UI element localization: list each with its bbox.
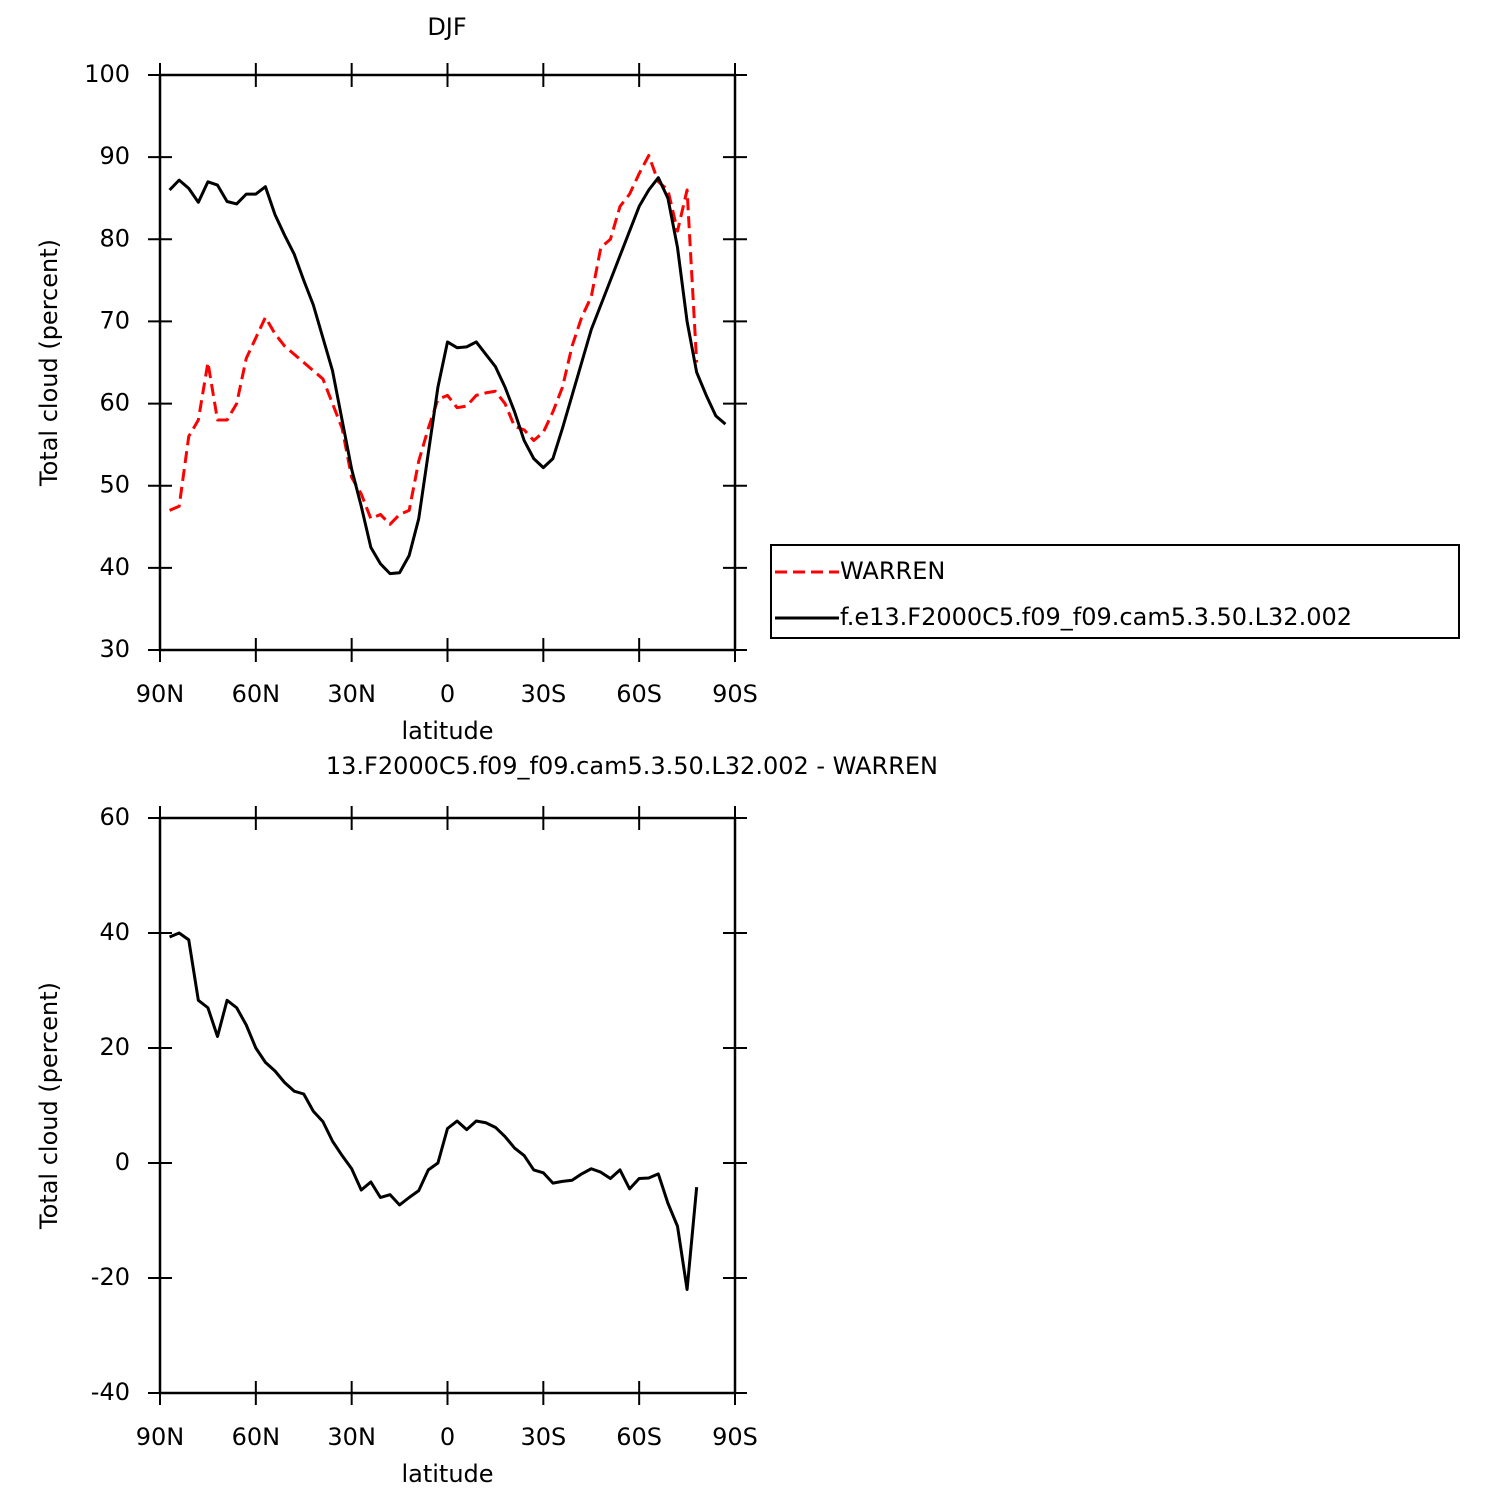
x-tick-label: 60N [232,1423,281,1451]
x-tick-label: 90S [712,1423,758,1451]
y-tick-label: -40 [91,1378,130,1406]
y-tick-label: 40 [99,553,130,581]
x-tick-label: 60N [232,680,281,708]
y-tick-label: 80 [99,224,130,252]
y-tick-label: 30 [99,635,130,663]
y-tick-label: 60 [99,389,130,417]
plot-frame [158,73,737,652]
x-tick-label: 30N [327,680,376,708]
x-tick-label: 0 [440,1423,455,1451]
y-tick-label: 50 [99,471,130,499]
x-tick-label: 90N [136,680,185,708]
x-axis-label: latitude [401,1460,493,1488]
chart-title: DJF [427,13,466,41]
y-tick-label: 20 [99,1033,130,1061]
x-tick-label: 90N [136,1423,185,1451]
data-line [168,931,699,1291]
y-tick-label: 0 [115,1148,130,1176]
data-line [168,176,727,576]
x-tick-label: 30N [327,1423,376,1451]
x-tick-label: 0 [440,680,455,708]
y-tick-label: 60 [99,803,130,831]
legend-label: f.e13.F2000C5.f09_f09.cam5.3.50.L32.002 [840,603,1352,631]
legend-label: WARREN [840,557,945,585]
x-tick-label: 30S [520,1423,566,1451]
chart-title: 13.F2000C5.f09_f09.cam5.3.50.L32.002 - W… [326,752,938,780]
x-axis-label: latitude [401,717,493,745]
x-tick-label: 60S [616,1423,662,1451]
y-axis-label: Total cloud (percent) [35,239,63,487]
y-tick-label: -20 [91,1263,130,1291]
plot-frame [158,816,737,1395]
y-tick-label: 70 [99,306,130,334]
x-tick-label: 90S [712,680,758,708]
y-tick-label: 40 [99,918,130,946]
x-tick-label: 30S [520,680,566,708]
y-tick-label: 90 [99,142,130,170]
y-axis-label: Total cloud (percent) [35,982,63,1230]
y-tick-label: 100 [84,60,130,88]
legend-box [770,544,1460,639]
data-line [168,154,699,526]
x-tick-label: 60S [616,680,662,708]
